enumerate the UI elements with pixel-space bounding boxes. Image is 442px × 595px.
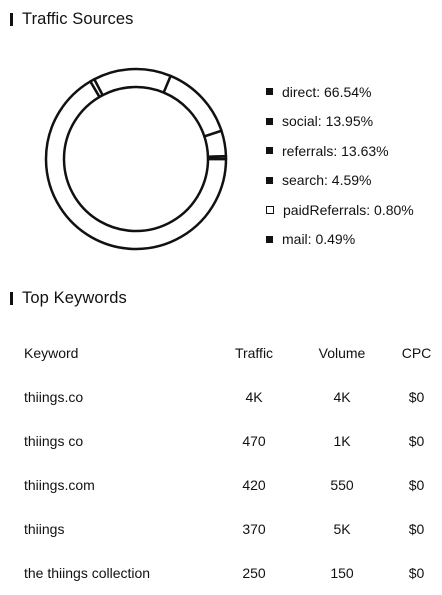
- donut-slice-social: [93, 67, 172, 97]
- volume-cell: 4K: [333, 389, 351, 405]
- legend-swatch: [266, 235, 273, 243]
- legend-label: search: 4.59%: [282, 172, 372, 189]
- table-row: thiings co 470 1K $0: [0, 419, 442, 463]
- cpc-cell: $0: [408, 433, 425, 449]
- donut-slice-mail: [206, 154, 228, 161]
- legend-label: direct: 66.54%: [282, 83, 372, 100]
- column-header-traffic: Traffic: [234, 345, 274, 361]
- section-marker: [10, 12, 13, 26]
- traffic-cell: 4K: [245, 389, 263, 405]
- legend-swatch: [266, 117, 273, 125]
- keyword-cell: the thiings collection: [24, 565, 151, 581]
- legend-item-mail: mail: 0.49%: [266, 225, 414, 255]
- table-header-row: Keyword Traffic Volume CPC: [0, 331, 442, 375]
- donut-slice-direct: [44, 80, 228, 251]
- volume-cell: 150: [330, 565, 354, 581]
- column-header-cpc: CPC: [401, 345, 432, 361]
- volume-cell: 1K: [333, 433, 351, 449]
- top-keywords-table: Keyword Traffic Volume CPC thiings.co 4K…: [0, 331, 442, 595]
- legend-item-paid-referrals: paidReferrals: 0.80%: [266, 195, 414, 225]
- legend-label: referrals: 13.63%: [282, 142, 389, 159]
- donut-slice-search: [203, 129, 228, 159]
- legend-swatch: [266, 176, 273, 184]
- keyword-cell: thiings.com: [24, 477, 95, 493]
- cpc-cell: $0: [408, 389, 425, 405]
- traffic-cell: 370: [242, 521, 266, 537]
- table-row: thiings 370 5K $0: [0, 507, 442, 551]
- legend-item-social: social: 13.95%: [266, 107, 414, 137]
- traffic-cell: 420: [242, 477, 266, 493]
- table-row: thiings.co 4K 4K $0: [0, 375, 442, 419]
- legend-label: paidReferrals: 0.80%: [283, 201, 414, 218]
- legend-label: social: 13.95%: [282, 113, 374, 130]
- column-header-keyword: Keyword: [24, 345, 79, 361]
- keyword-cell: thiings: [24, 521, 65, 537]
- top-keywords-title: Top Keywords: [22, 288, 127, 307]
- volume-cell: 5K: [333, 521, 351, 537]
- legend-item-referrals: referrals: 13.63%: [266, 136, 414, 166]
- cpc-cell: $0: [408, 565, 425, 581]
- section-marker: [10, 291, 13, 305]
- legend-swatch: [266, 147, 273, 155]
- traffic-cell: 250: [242, 565, 266, 581]
- top-keywords-header: Top Keywords: [10, 287, 127, 309]
- table-row: the thiings collection 250 150 $0: [0, 551, 442, 595]
- traffic-sources-header: Traffic Sources: [10, 8, 134, 30]
- traffic-sources-legend: direct: 66.54% social: 13.95% referrals:…: [266, 77, 414, 254]
- legend-item-direct: direct: 66.54%: [266, 77, 414, 107]
- cpc-cell: $0: [408, 477, 425, 493]
- table-row: thiings.com 420 550 $0: [0, 463, 442, 507]
- keyword-cell: thiings.co: [24, 389, 84, 405]
- volume-cell: 550: [330, 477, 354, 493]
- legend-swatch: [266, 88, 273, 96]
- legend-label: mail: 0.49%: [282, 231, 356, 248]
- traffic-sources-title: Traffic Sources: [22, 9, 134, 28]
- keyword-cell: thiings co: [24, 433, 84, 449]
- legend-swatch: [266, 205, 274, 214]
- traffic-sources-donut-chart: [44, 67, 228, 251]
- cpc-cell: $0: [408, 521, 425, 537]
- traffic-cell: 470: [242, 433, 266, 449]
- column-header-volume: Volume: [318, 345, 366, 361]
- legend-item-search: search: 4.59%: [266, 166, 414, 196]
- donut-slice-referrals: [162, 74, 223, 138]
